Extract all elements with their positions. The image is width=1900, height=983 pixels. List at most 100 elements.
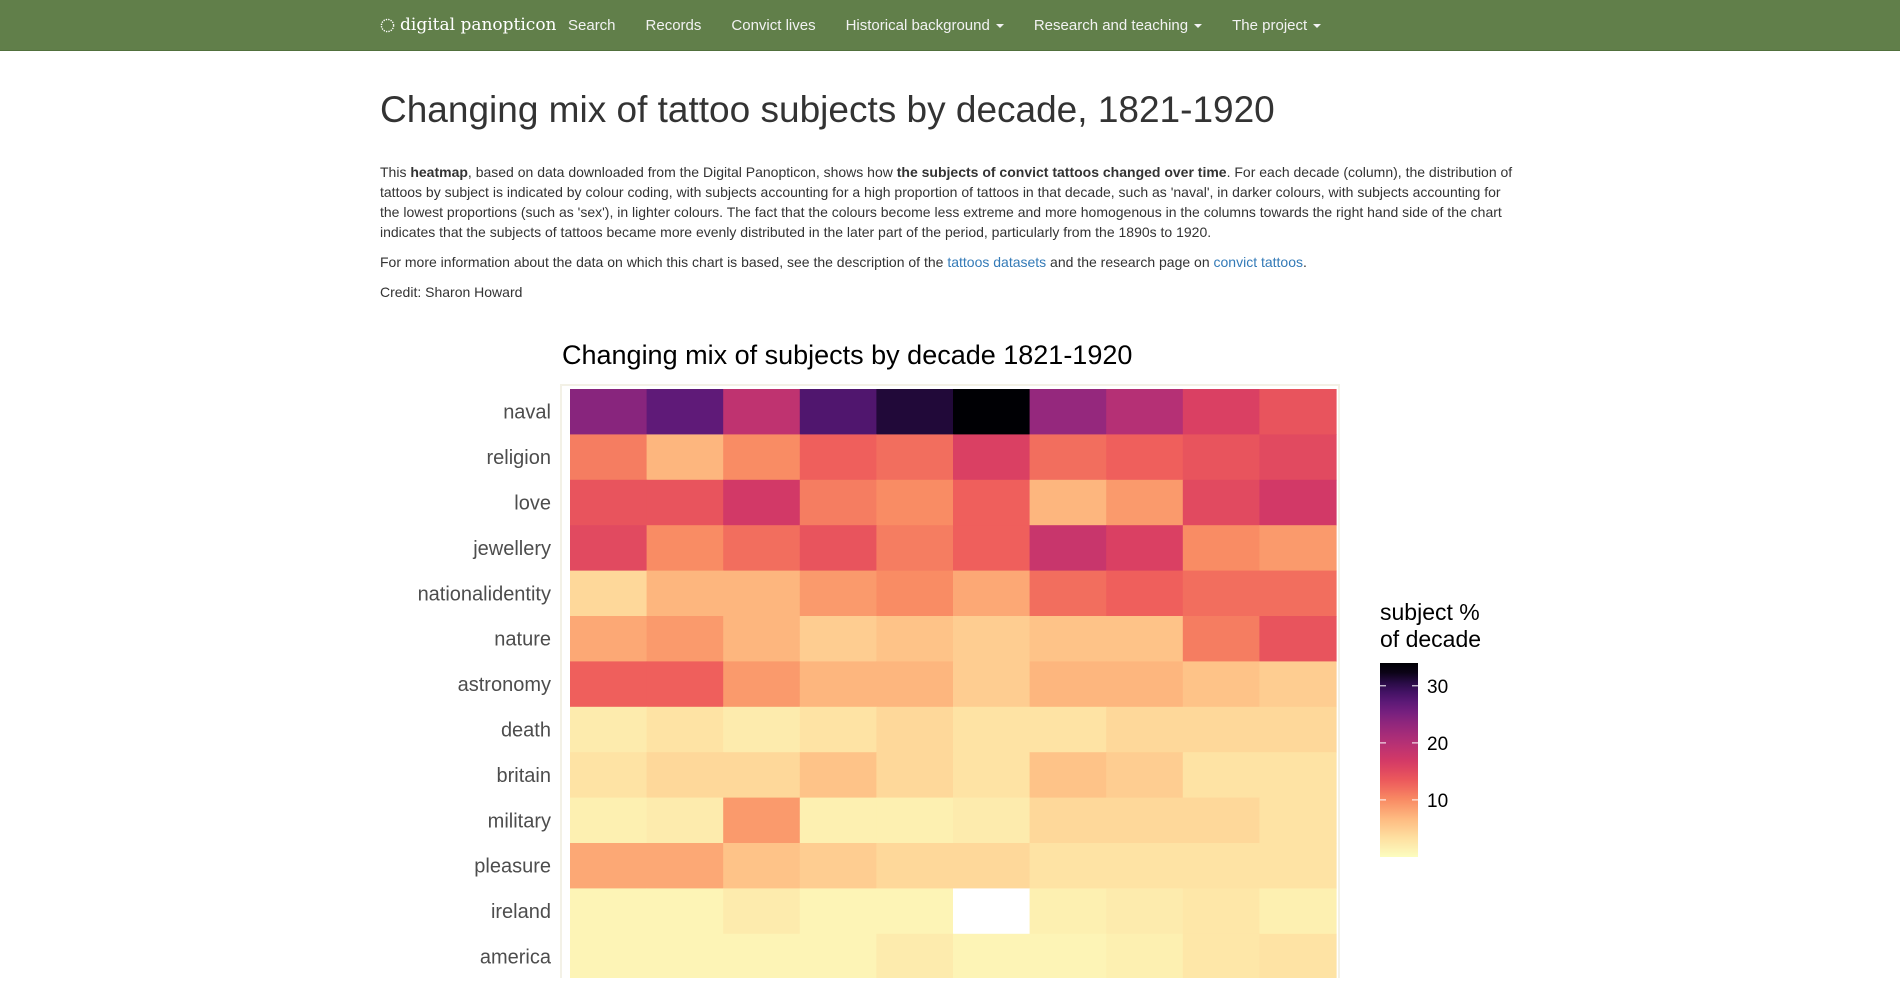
heatmap-cell-death-4 bbox=[799, 706, 877, 753]
heatmap-cell-america-1 bbox=[570, 933, 648, 980]
heatmap-cell-britain-6 bbox=[953, 752, 1031, 799]
heatmap-cell-death-1 bbox=[570, 706, 648, 753]
heatmap-cell-pleasure-8 bbox=[1106, 843, 1184, 889]
nav-label: Historical background bbox=[845, 16, 990, 34]
heatmap-cell-naval-1 bbox=[570, 389, 648, 435]
page-title: Changing mix of tattoo subjects by decad… bbox=[380, 89, 1275, 130]
heatmap-cell-jewellery-6 bbox=[953, 525, 1031, 572]
legend-colorbar bbox=[1380, 663, 1418, 857]
heatmap-cell-ireland-10 bbox=[1259, 888, 1337, 935]
intro-bold-1: heatmap bbox=[410, 164, 468, 181]
heatmap-cell-america-3 bbox=[723, 933, 801, 980]
heatmap-cell-pleasure-7 bbox=[1029, 843, 1107, 889]
nav-convict-lives[interactable]: Convict lives bbox=[716, 0, 830, 50]
heatmap-cell-america-10 bbox=[1259, 933, 1337, 980]
heatmap-cell-jewellery-4 bbox=[799, 525, 877, 572]
heatmap-cell-jewellery-2 bbox=[646, 525, 724, 572]
heatmap-cell-britain-1 bbox=[570, 752, 648, 799]
heatmap-cell-military-2 bbox=[646, 797, 724, 844]
heatmap-cell-nature-7 bbox=[1029, 616, 1107, 662]
heatmap-cell-love-9 bbox=[1182, 479, 1260, 526]
heatmap-cell-death-10 bbox=[1259, 706, 1337, 753]
row-label-astronomy: astronomy bbox=[458, 674, 551, 696]
main-nav-menu: Search Records Convict lives Historical bac… bbox=[553, 0, 1336, 50]
heatmap-cell-astronomy-4 bbox=[799, 661, 877, 708]
nav-search[interactable]: Search bbox=[553, 0, 631, 50]
tattoos-datasets-link[interactable]: tattoos datasets bbox=[947, 254, 1047, 271]
row-label-love: love bbox=[514, 493, 551, 515]
nav-records[interactable]: Records bbox=[631, 0, 717, 50]
row-label-nature: nature bbox=[494, 629, 551, 651]
heatmap-cell-nature-6 bbox=[953, 616, 1031, 662]
heatmap-cells bbox=[560, 384, 1340, 983]
heatmap-cell-nationalidentity-9 bbox=[1182, 570, 1260, 617]
heatmap-cell-death-7 bbox=[1029, 706, 1107, 753]
nav-research-and-teaching[interactable]: Research and teaching bbox=[1019, 0, 1217, 50]
heatmap-cell-nature-1 bbox=[570, 616, 648, 662]
convict-tattoos-link[interactable]: convict tattoos bbox=[1213, 254, 1304, 271]
heatmap-cell-astronomy-2 bbox=[646, 661, 724, 708]
heatmap-cell-nationalidentity-2 bbox=[646, 570, 724, 617]
heatmap-cell-ireland-3 bbox=[723, 888, 801, 935]
row-label-america: america bbox=[480, 947, 552, 969]
intro-text-3: . For each decade (column), the distribu… bbox=[380, 164, 1513, 241]
heatmap-cell-military-6 bbox=[953, 797, 1031, 844]
heatmap-cell-naval-8 bbox=[1106, 389, 1184, 435]
heatmap-cell-jewellery-3 bbox=[723, 525, 801, 572]
nav-label: Research and teaching bbox=[1033, 16, 1189, 34]
heatmap-cell-nature-10 bbox=[1259, 616, 1337, 662]
heatmap-chart: Changing mix of subjects by decade 1821-… bbox=[380, 330, 1520, 983]
heatmap-cell-military-1 bbox=[570, 797, 648, 844]
heatmap-cell-religion-10 bbox=[1259, 434, 1337, 481]
row-label-ireland: ireland bbox=[491, 901, 551, 923]
heatmap-cell-naval-9 bbox=[1182, 389, 1260, 435]
heatmap-cell-britain-5 bbox=[876, 752, 954, 799]
heatmap-cell-love-6 bbox=[953, 479, 1031, 526]
heatmap-cell-military-8 bbox=[1106, 797, 1184, 844]
heatmap-cell-military-3 bbox=[723, 797, 801, 844]
heatmap-cell-naval-4 bbox=[799, 389, 877, 435]
row-label-pleasure: pleasure bbox=[474, 856, 551, 878]
heatmap-cell-nature-5 bbox=[876, 616, 954, 662]
brand-logo-link[interactable]: digital panopticon bbox=[380, 12, 557, 38]
heatmap-cell-nationalidentity-7 bbox=[1029, 570, 1107, 617]
heatmap-cell-naval-3 bbox=[723, 389, 801, 435]
legend-ticks: 30 20 10 bbox=[1380, 677, 1448, 812]
heatmap-cell-pleasure-1 bbox=[570, 843, 648, 889]
heatmap-cell-america-9 bbox=[1182, 933, 1260, 980]
heatmap-cell-ireland-6 bbox=[953, 888, 1031, 935]
heatmap-cell-religion-4 bbox=[799, 434, 877, 481]
heatmap-cell-love-2 bbox=[646, 479, 724, 526]
heatmap-cell-love-5 bbox=[876, 479, 954, 526]
heatmap-cell-america-5 bbox=[876, 933, 954, 980]
heatmap-cell-nationalidentity-8 bbox=[1106, 570, 1184, 617]
heatmap-cell-death-9 bbox=[1182, 706, 1260, 753]
heatmap-svg: Changing mix of subjects by decade 1821-… bbox=[418, 340, 1481, 983]
intro-paragraph: This heatmap, based on data downloaded f… bbox=[380, 162, 1520, 242]
legend-tick-label: 20 bbox=[1427, 734, 1448, 755]
more-info-text-1: For more information about the data on w… bbox=[380, 254, 948, 271]
nav-historical-background[interactable]: Historical background bbox=[831, 0, 1019, 50]
heatmap-cell-britain-10 bbox=[1259, 752, 1337, 799]
heatmap-cell-britain-4 bbox=[799, 752, 877, 799]
heatmap-cell-astronomy-10 bbox=[1259, 661, 1337, 708]
heatmap-cell-nationalidentity-3 bbox=[723, 570, 801, 617]
heatmap-cell-america-6 bbox=[953, 933, 1031, 980]
intro-bold-2: the subjects of convict tattoos changed … bbox=[896, 164, 1227, 181]
heatmap-cell-death-3 bbox=[723, 706, 801, 753]
more-info-text-2: and the research page on bbox=[1046, 254, 1214, 271]
heatmap-cell-military-9 bbox=[1182, 797, 1260, 844]
row-label-britain: britain bbox=[497, 765, 551, 787]
heatmap-cell-naval-10 bbox=[1259, 389, 1337, 435]
nav-the-project[interactable]: The project bbox=[1217, 0, 1336, 50]
heatmap-cell-death-6 bbox=[953, 706, 1031, 753]
heatmap-cell-astronomy-5 bbox=[876, 661, 954, 708]
caret-down-icon bbox=[1313, 24, 1322, 28]
heatmap-cell-military-5 bbox=[876, 797, 954, 844]
heatmap-cell-ireland-1 bbox=[570, 888, 648, 935]
heatmap-cell-britain-2 bbox=[646, 752, 724, 799]
heatmap-cell-jewellery-8 bbox=[1106, 525, 1184, 572]
heatmap-cell-nationalidentity-1 bbox=[570, 570, 648, 617]
heatmap-cell-nationalidentity-6 bbox=[953, 570, 1031, 617]
heatmap-cell-astronomy-6 bbox=[953, 661, 1031, 708]
